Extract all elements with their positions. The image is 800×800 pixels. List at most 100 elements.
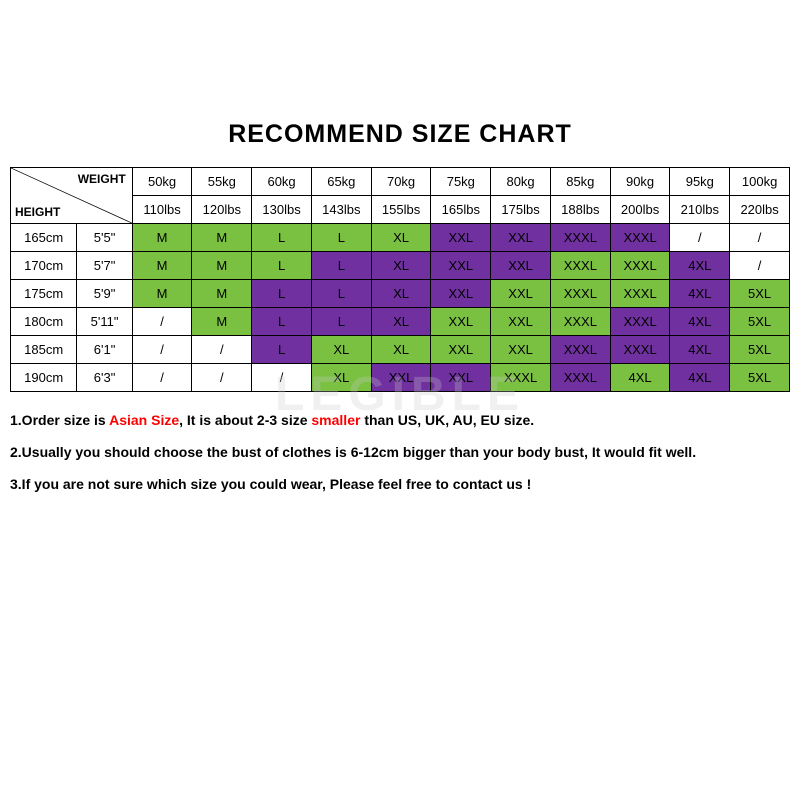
size-cell: XXL bbox=[491, 336, 551, 364]
weight-header-kg: 60kg bbox=[252, 168, 312, 196]
size-cell: L bbox=[252, 280, 312, 308]
size-cell: XXXL bbox=[610, 308, 670, 336]
size-cell: XXXL bbox=[610, 252, 670, 280]
weight-header-lbs: 200lbs bbox=[610, 196, 670, 224]
size-cell: XXL bbox=[371, 364, 431, 392]
weight-axis-label: WEIGHT bbox=[78, 172, 126, 186]
weight-header-kg: 65kg bbox=[311, 168, 371, 196]
size-cell: / bbox=[670, 224, 730, 252]
size-cell: 5XL bbox=[730, 280, 790, 308]
height-header-cm: 180cm bbox=[11, 308, 77, 336]
weight-header-kg: 70kg bbox=[371, 168, 431, 196]
size-cell: XL bbox=[371, 224, 431, 252]
corner-cell: WEIGHT HEIGHT bbox=[11, 168, 133, 224]
weight-header-lbs: 210lbs bbox=[670, 196, 730, 224]
height-header-ft: 6'3" bbox=[77, 364, 132, 392]
size-cell: L bbox=[252, 224, 312, 252]
size-cell: XXXL bbox=[491, 364, 551, 392]
weight-header-lbs: 175lbs bbox=[491, 196, 551, 224]
size-cell: / bbox=[192, 336, 252, 364]
size-cell: L bbox=[311, 252, 371, 280]
weight-header-lbs: 165lbs bbox=[431, 196, 491, 224]
weight-header-kg: 85kg bbox=[550, 168, 610, 196]
size-cell: XL bbox=[371, 252, 431, 280]
height-header-cm: 185cm bbox=[11, 336, 77, 364]
weight-header-lbs: 130lbs bbox=[252, 196, 312, 224]
notes-section: 1.Order size is Asian Size, It is about … bbox=[10, 406, 790, 498]
height-header-ft: 5'5" bbox=[77, 224, 132, 252]
weight-header-lbs: 155lbs bbox=[371, 196, 431, 224]
weight-header-kg: 100kg bbox=[730, 168, 790, 196]
size-cell: 5XL bbox=[730, 364, 790, 392]
size-cell: 4XL bbox=[670, 336, 730, 364]
size-cell: XXXL bbox=[610, 280, 670, 308]
weight-header-kg: 55kg bbox=[192, 168, 252, 196]
size-cell: M bbox=[192, 224, 252, 252]
size-cell: XXXL bbox=[550, 364, 610, 392]
weight-header-kg: 95kg bbox=[670, 168, 730, 196]
size-cell: 4XL bbox=[670, 308, 730, 336]
chart-title: RECOMMEND SIZE CHART bbox=[10, 120, 790, 149]
size-cell: XL bbox=[371, 280, 431, 308]
weight-header-lbs: 110lbs bbox=[132, 196, 192, 224]
size-cell: XXXL bbox=[610, 336, 670, 364]
size-cell: M bbox=[192, 252, 252, 280]
size-cell: XXL bbox=[431, 224, 491, 252]
size-cell: M bbox=[192, 280, 252, 308]
size-cell: XXXL bbox=[550, 252, 610, 280]
height-header-ft: 5'7" bbox=[77, 252, 132, 280]
size-cell: M bbox=[132, 224, 192, 252]
weight-header-kg: 90kg bbox=[610, 168, 670, 196]
size-cell: XXL bbox=[491, 280, 551, 308]
height-header-ft: 6'1" bbox=[77, 336, 132, 364]
size-cell: 5XL bbox=[730, 336, 790, 364]
height-header-ft: 5'9" bbox=[77, 280, 132, 308]
size-cell: XL bbox=[371, 336, 431, 364]
height-header-cm: 190cm bbox=[11, 364, 77, 392]
size-cell: L bbox=[252, 336, 312, 364]
height-header-ft: 5'11" bbox=[77, 308, 132, 336]
weight-header-lbs: 220lbs bbox=[730, 196, 790, 224]
size-cell: L bbox=[252, 308, 312, 336]
size-cell: M bbox=[192, 308, 252, 336]
size-cell: XXXL bbox=[550, 224, 610, 252]
size-cell: 4XL bbox=[670, 364, 730, 392]
size-cell: XL bbox=[311, 336, 371, 364]
size-cell: M bbox=[132, 252, 192, 280]
size-cell: 4XL bbox=[610, 364, 670, 392]
size-cell: XXL bbox=[431, 364, 491, 392]
size-cell: XL bbox=[311, 364, 371, 392]
size-cell: XL bbox=[371, 308, 431, 336]
weight-header-lbs: 143lbs bbox=[311, 196, 371, 224]
size-cell: XXXL bbox=[610, 224, 670, 252]
size-cell: 4XL bbox=[670, 280, 730, 308]
size-cell: / bbox=[132, 364, 192, 392]
note-3: 3.If you are not sure which size you cou… bbox=[10, 470, 790, 498]
size-cell: XXXL bbox=[550, 336, 610, 364]
height-axis-label: HEIGHT bbox=[15, 205, 60, 219]
size-cell: XXL bbox=[431, 336, 491, 364]
size-cell: / bbox=[192, 364, 252, 392]
size-chart-container: RECOMMEND SIZE CHART LEGIBLE WEIGHTHEIGH… bbox=[0, 120, 800, 498]
height-header-cm: 170cm bbox=[11, 252, 77, 280]
weight-header-kg: 75kg bbox=[431, 168, 491, 196]
size-cell: XXXL bbox=[550, 280, 610, 308]
size-cell: M bbox=[132, 280, 192, 308]
size-cell: / bbox=[252, 364, 312, 392]
size-cell: XXL bbox=[431, 280, 491, 308]
size-cell: L bbox=[252, 252, 312, 280]
weight-header-lbs: 120lbs bbox=[192, 196, 252, 224]
size-cell: XXL bbox=[431, 308, 491, 336]
note-2: 2.Usually you should choose the bust of … bbox=[10, 438, 790, 466]
size-cell: / bbox=[132, 308, 192, 336]
size-cell: L bbox=[311, 280, 371, 308]
weight-header-lbs: 188lbs bbox=[550, 196, 610, 224]
weight-header-kg: 50kg bbox=[132, 168, 192, 196]
size-cell: XXL bbox=[491, 252, 551, 280]
size-chart-table: WEIGHT HEIGHT 50kg55kg60kg65kg70kg75kg80kg… bbox=[10, 167, 790, 392]
size-cell: XXXL bbox=[550, 308, 610, 336]
weight-header-kg: 80kg bbox=[491, 168, 551, 196]
size-cell: XXL bbox=[491, 224, 551, 252]
size-cell: 4XL bbox=[670, 252, 730, 280]
size-cell: / bbox=[132, 336, 192, 364]
